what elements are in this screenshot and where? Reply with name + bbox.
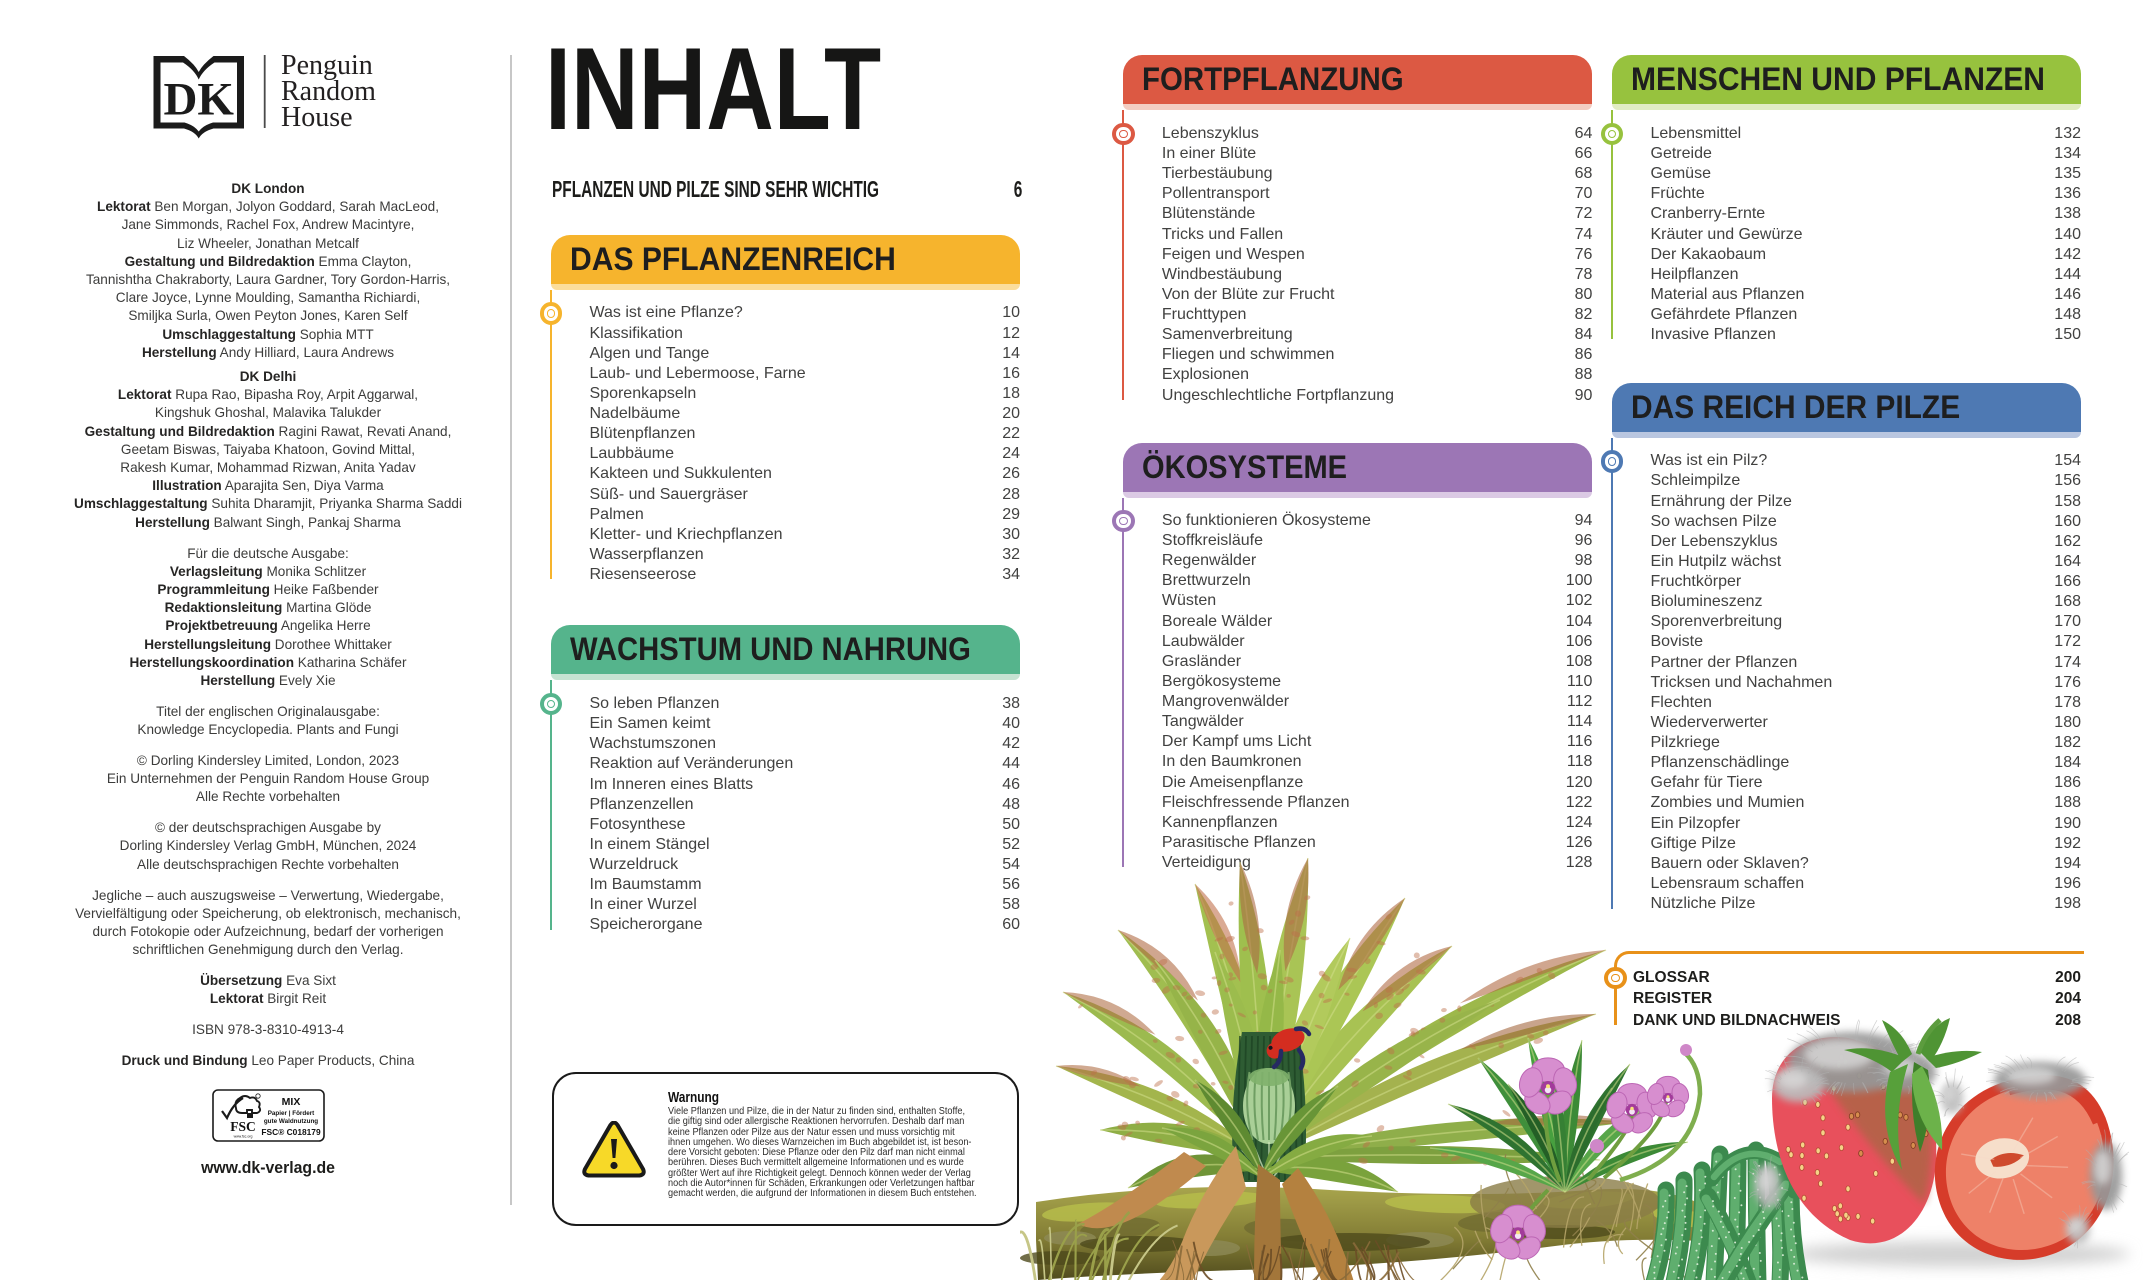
svg-text:www.fsc.org: www.fsc.org (234, 1135, 253, 1139)
svg-text:FSC® C018179: FSC® C018179 (261, 1127, 321, 1137)
svg-text:FSC: FSC (230, 1119, 256, 1134)
svg-text:MIX: MIX (282, 1096, 301, 1108)
svg-text:gute Waldnutzung: gute Waldnutzung (264, 1118, 318, 1125)
svg-text:DK: DK (163, 74, 234, 126)
svg-text:Papier | Fördert: Papier | Fördert (268, 1110, 315, 1117)
